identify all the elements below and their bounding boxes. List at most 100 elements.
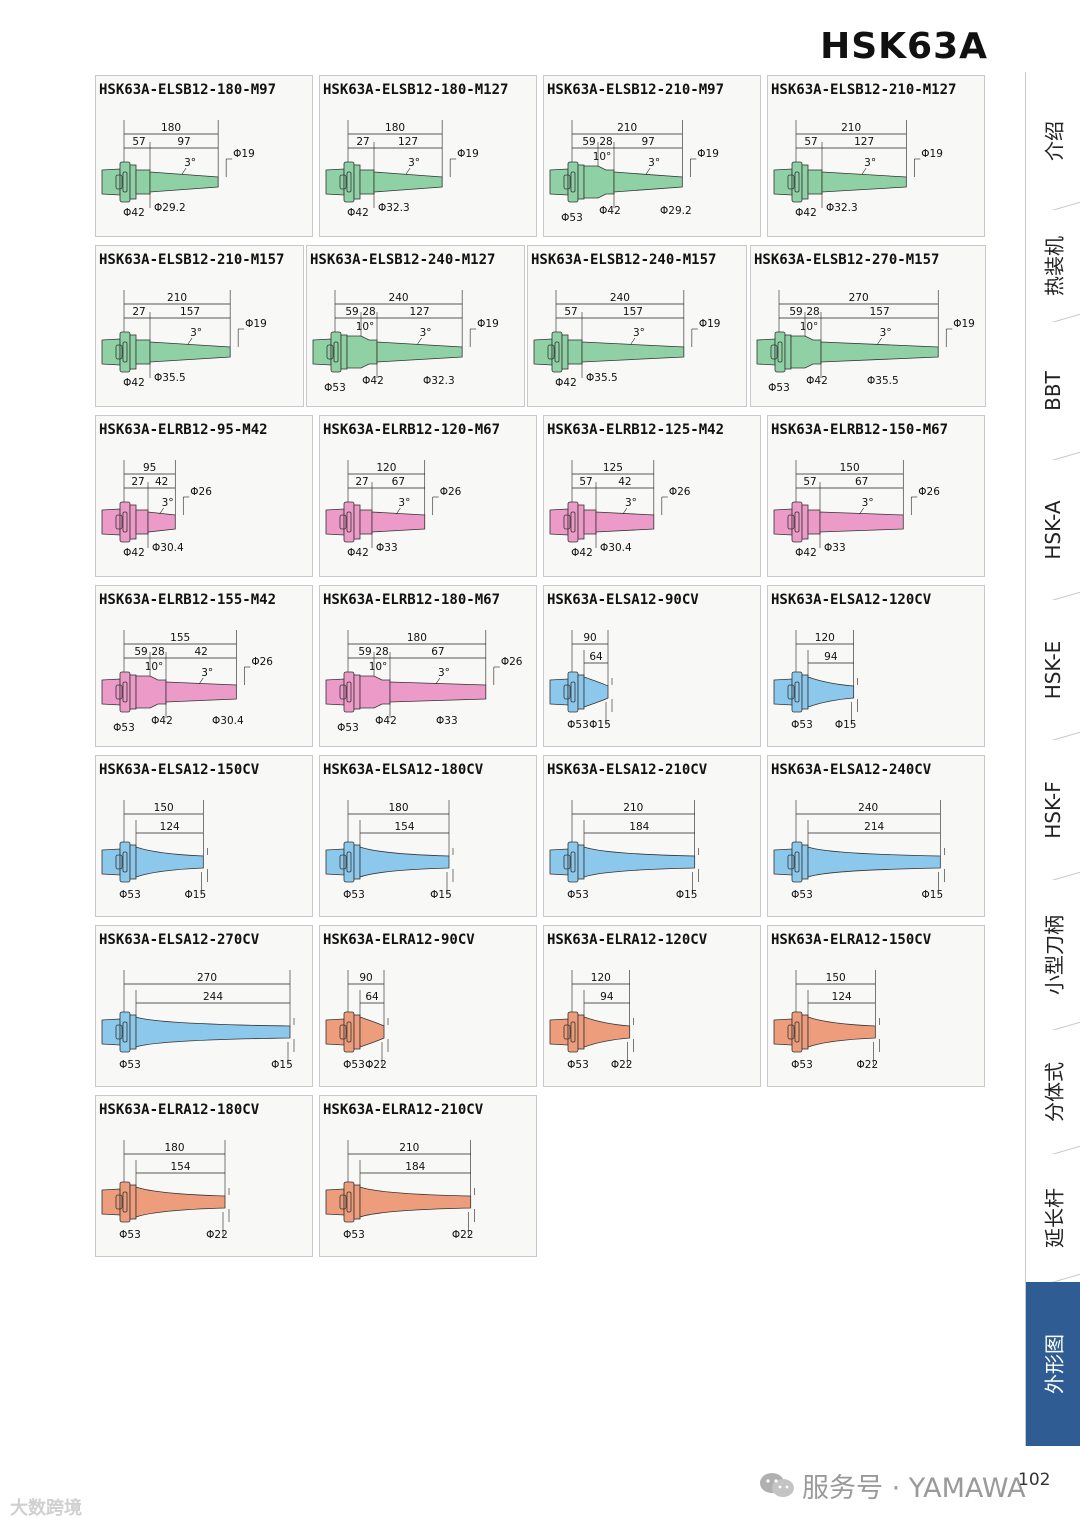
- dim-tip-dia: Φ15: [271, 1059, 293, 1071]
- dim-tip-dia: Φ22: [452, 1229, 474, 1241]
- page-number: 102: [1018, 1470, 1051, 1490]
- card-title: HSK63A-ELRB12-125-M42: [547, 422, 725, 438]
- tool-drawing: 150 124 Φ53 Φ22: [773, 970, 880, 1071]
- dim-seg1: 27: [356, 136, 369, 148]
- dim-overall: 155: [170, 632, 190, 644]
- dim-flange-dia: Φ53: [119, 1229, 141, 1241]
- dim-seg1: 59: [789, 306, 802, 318]
- tool-drawing: 155 59 28 42 10° 3° Φ26 Φ53 Φ42 Φ30.4: [101, 630, 273, 734]
- dim-seg2: 127: [398, 136, 418, 148]
- drawing-card: HSK63A-ELSB12-180-M97 180 57 97 3° Φ19 Φ42 Φ29.…: [95, 75, 313, 237]
- side-tab-5[interactable]: HSK-F: [1025, 740, 1080, 889]
- side-tab-2[interactable]: BBT: [1025, 322, 1080, 469]
- side-tab-label: HSK-A: [1041, 500, 1065, 560]
- dim-collar-dia: Φ42: [375, 715, 397, 727]
- drawing-card: HSK63A-ELRA12-120CV 120 94 Φ53 Φ22: [543, 925, 761, 1087]
- dim-collar-dia: Φ42: [795, 207, 817, 219]
- tool-drawing: 180 27 127 3° Φ19 Φ42 Φ32.3: [325, 120, 479, 219]
- dim-flange-dia: Φ53: [768, 382, 790, 394]
- dim-seg2: 97: [177, 136, 190, 148]
- dim-flange-dia: Φ53: [119, 1059, 141, 1071]
- side-tab-7[interactable]: 分体式: [1025, 1030, 1080, 1163]
- card-title: HSK63A-ELRB12-155-M42: [99, 592, 277, 608]
- dim-overall: 180: [407, 632, 427, 644]
- dim-taper-angle: 3°: [862, 497, 874, 509]
- dim-tip-dia: Φ15: [430, 889, 452, 901]
- drawing-card: HSK63A-ELRB12-150-M67 150 57 67 3° Φ26 Φ42 Φ33: [767, 415, 985, 577]
- drawing-card: HSK63A-ELSA12-240CV 240 214 Φ53 Φ15: [767, 755, 985, 917]
- dim-seg2: 28: [599, 136, 612, 148]
- dim-seg1: 27: [131, 476, 144, 488]
- card-title: HSK63A-ELRA12-210CV: [323, 1102, 484, 1118]
- side-tab-6[interactable]: 小型刀柄: [1025, 880, 1080, 1039]
- tool-drawing: 120 27 67 3° Φ26 Φ42 Φ33: [325, 460, 462, 559]
- dim-taper-angle: 3°: [190, 327, 202, 339]
- dim-seg2: 67: [392, 476, 405, 488]
- drawing-card: HSK63A-ELRB12-120-M67 120 27 67 3° Φ26 Φ42 Φ33: [319, 415, 537, 577]
- tool-drawing: 210 27 157 3° Φ19 Φ42 Φ35.5: [101, 290, 267, 389]
- dim-shank: 184: [629, 821, 649, 833]
- side-tab-9[interactable]: 外形图: [1025, 1282, 1080, 1446]
- dim-tip-dia: Φ15: [835, 719, 857, 731]
- card-title: HSK63A-ELSA12-150CV: [99, 762, 260, 778]
- dim-overall: 120: [376, 462, 396, 474]
- dim-tip-dia: Φ26: [251, 656, 273, 668]
- dim-collar-dia: Φ42: [555, 377, 577, 389]
- dim-collar-dia: Φ42: [599, 205, 621, 217]
- dim-collar-dia: Φ42: [123, 377, 145, 389]
- side-tab-label: 热装机: [1042, 236, 1067, 296]
- tool-drawing: 210 57 127 3° Φ19 Φ42 Φ32.3: [773, 120, 943, 219]
- dim-body-dia: Φ35.5: [154, 372, 186, 384]
- dim-seg3: 67: [431, 646, 444, 658]
- tool-drawing: 240 59 28 127 10° 3° Φ19 Φ53 Φ42 Φ32.3: [312, 290, 499, 394]
- dim-flange-dia: Φ53: [561, 212, 583, 224]
- drawing-card: HSK63A-ELRA12-180CV 180 154 Φ53 Φ22: [95, 1095, 313, 1257]
- tool-drawing: 210 59 28 97 10° 3° Φ19 Φ53 Φ42 Φ29.2: [549, 120, 719, 224]
- drawing-card: HSK63A-ELSA12-120CV 120 94 Φ53 Φ15: [767, 585, 985, 747]
- card-title: HSK63A-ELRA12-150CV: [771, 932, 932, 948]
- dim-tip-dia: Φ22: [611, 1059, 633, 1071]
- dim-flange-dia: Φ53: [324, 382, 346, 394]
- dim-seg1: 59: [134, 646, 147, 658]
- tool-drawing: 180 57 97 3° Φ19 Φ42 Φ29.2: [101, 120, 255, 219]
- dim-taper-angle: 3°: [408, 157, 420, 169]
- side-tab-4[interactable]: HSK-E: [1025, 600, 1080, 749]
- dim-taper-angle: 3°: [398, 497, 410, 509]
- dim-seg2: 67: [855, 476, 868, 488]
- side-tab-label: 介绍: [1042, 121, 1067, 161]
- watermark-text: 服务号 · YAMAWA: [802, 1473, 1026, 1504]
- side-tab-8[interactable]: 延长杆: [1025, 1154, 1080, 1291]
- dim-seg1: 27: [132, 306, 145, 318]
- dim-collar-dia: Φ42: [347, 547, 369, 559]
- card-title: HSK63A-ELSA12-180CV: [323, 762, 484, 778]
- dim-tip-dia: Φ19: [457, 148, 479, 160]
- card-title: HSK63A-ELSA12-120CV: [771, 592, 932, 608]
- drawing-card: HSK63A-ELSA12-150CV 150 124 Φ53 Φ15: [95, 755, 313, 917]
- dim-seg2: 28: [151, 646, 164, 658]
- dim-seg1: 27: [355, 476, 368, 488]
- dim-collar-dia: Φ42: [362, 375, 384, 387]
- dim-seg2: 28: [806, 306, 819, 318]
- dim-overall: 150: [154, 802, 174, 814]
- dim-tip-dia: Φ19: [245, 318, 267, 330]
- side-tab-3[interactable]: HSK-A: [1025, 460, 1080, 609]
- card-title: HSK63A-ELSB12-180-M127: [323, 82, 509, 98]
- tool-drawing: 180 154 Φ53 Φ22: [101, 1140, 230, 1241]
- dim-tip-dia: Φ22: [365, 1059, 387, 1071]
- card-title: HSK63A-ELSB12-210-M97: [547, 82, 725, 98]
- dim-taper-angle: 3°: [438, 667, 450, 679]
- dim-taper-angle: 3°: [864, 157, 876, 169]
- card-title: HSK63A-ELSB12-210-M157: [99, 252, 285, 268]
- tool-drawing: 270 244 Φ53 Φ15: [101, 970, 295, 1071]
- dim-seg1: 59: [345, 306, 358, 318]
- side-tab-0[interactable]: 介绍: [1025, 72, 1080, 219]
- dim-body-dia: Φ35.5: [586, 372, 618, 384]
- dim-overall: 240: [610, 292, 630, 304]
- dim-tip-dia: Φ26: [669, 486, 691, 498]
- dim-overall: 210: [623, 802, 643, 814]
- dim-shank: 94: [600, 991, 614, 1003]
- dim-overall: 90: [359, 972, 372, 984]
- dim-flange-dia: Φ53: [343, 1059, 365, 1071]
- side-tab-1[interactable]: 热装机: [1025, 210, 1080, 331]
- drawing-card: HSK63A-ELSB12-210-M127 210 57 127 3° Φ19 Φ42 Φ3…: [767, 75, 985, 237]
